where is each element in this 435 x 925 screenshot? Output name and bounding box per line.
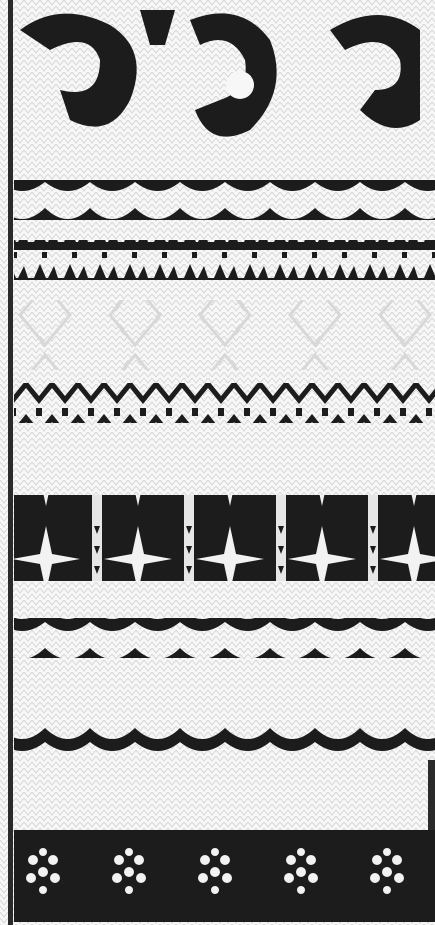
flower-band <box>14 830 435 922</box>
right-edge <box>428 760 435 830</box>
wave-band <box>14 712 435 752</box>
swirl-row <box>20 10 420 137</box>
left-edge <box>8 0 13 925</box>
wave-band <box>14 618 435 658</box>
wave-band <box>14 180 435 220</box>
zigzag-band <box>14 383 435 423</box>
diamond-band <box>14 300 435 370</box>
small-motif-band <box>14 240 435 280</box>
cross-band <box>14 495 435 581</box>
